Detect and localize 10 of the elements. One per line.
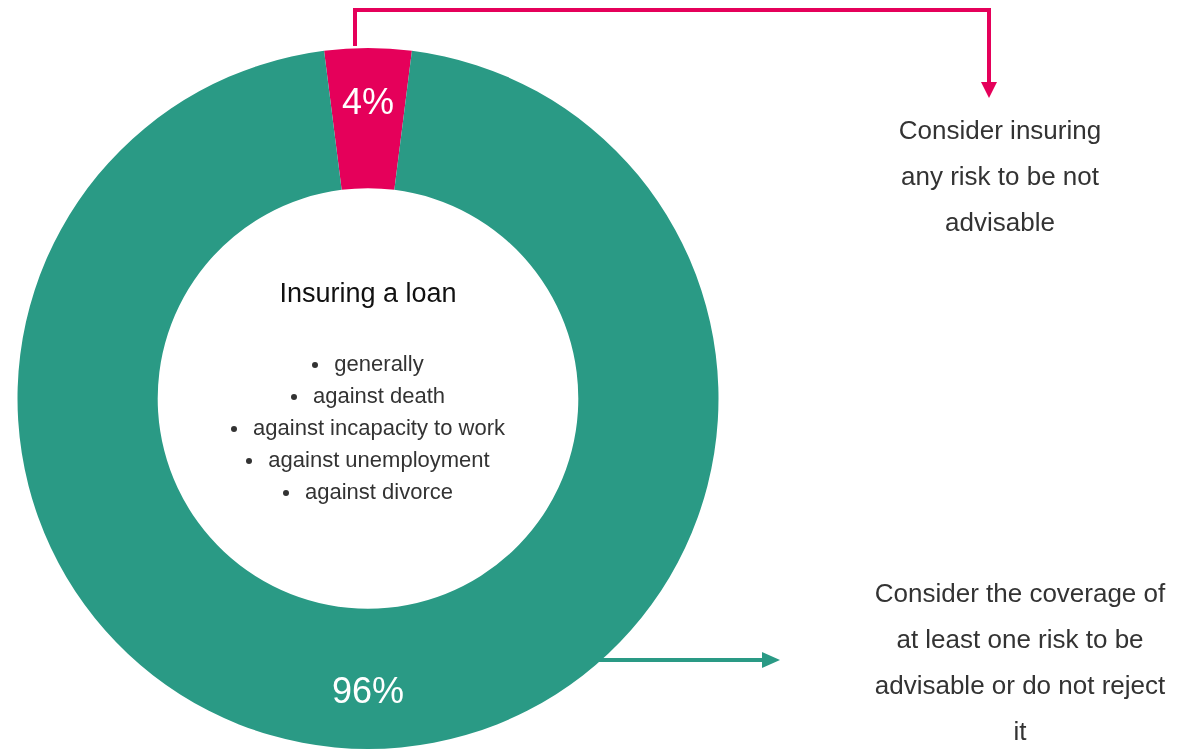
text: against incapacity to work: [253, 415, 505, 440]
text: against divorce: [305, 479, 453, 504]
text: against unemployment: [268, 447, 490, 472]
text: generally: [334, 351, 424, 376]
slice-label: Consider the coverage of at least one risk to be advisable or do not reject it: [873, 577, 1167, 748]
legend-label: Consider insuring any risk to be not advisable: [897, 114, 1103, 239]
text: Insuring a loan: [278, 277, 458, 310]
data-label: 96%: [331, 669, 405, 711]
data-label: 4%: [341, 81, 395, 122]
text: against death: [312, 383, 446, 408]
